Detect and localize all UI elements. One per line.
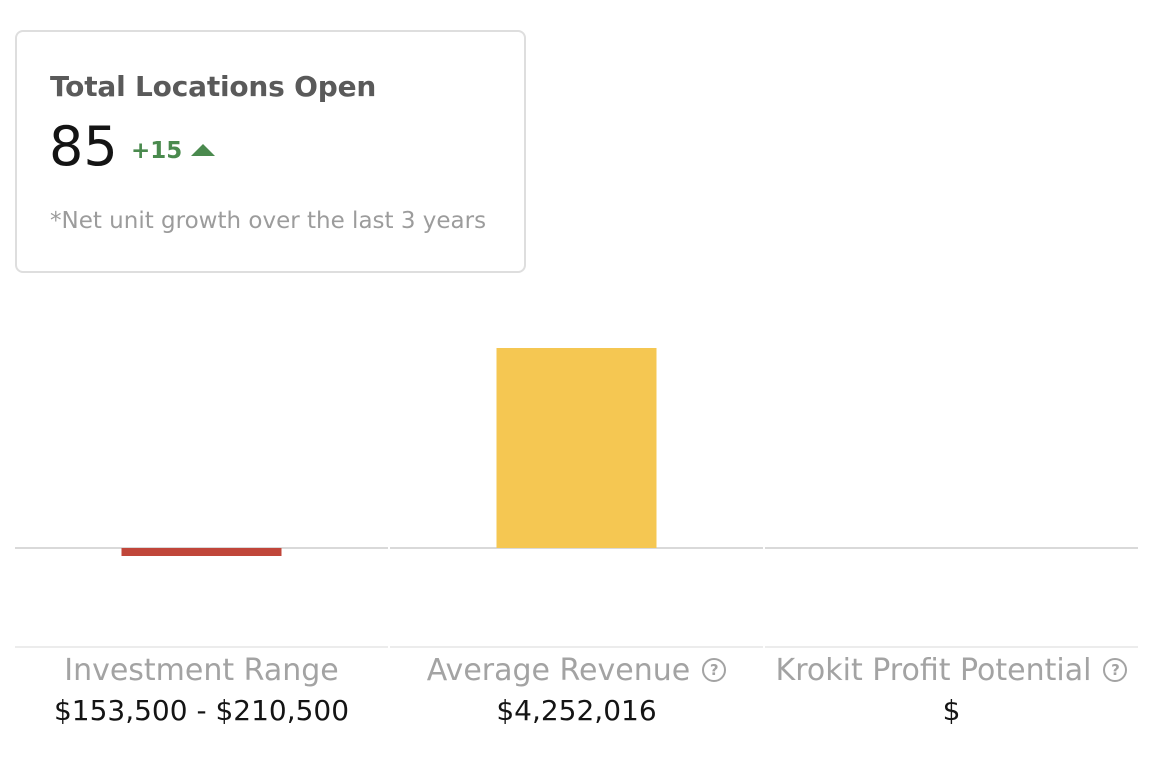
help-icon[interactable]: ? bbox=[1103, 658, 1128, 682]
card-title: Total Locations Open bbox=[50, 70, 377, 103]
chart-bar-investment-range bbox=[121, 548, 282, 556]
metric-value: $153,500 - $210,500 bbox=[53, 694, 350, 727]
growth-note: *Net unit growth over the last 3 years bbox=[50, 208, 487, 234]
growth-delta-value: +15 bbox=[131, 138, 183, 164]
chart-bar-average-revenue bbox=[496, 348, 657, 548]
metric-investment-range: Investment Range $153,500 - $210,500 bbox=[15, 648, 388, 728]
help-icon[interactable]: ? bbox=[702, 658, 727, 682]
growth-delta: +15 bbox=[131, 138, 216, 164]
metric-label: Average Revenue bbox=[426, 652, 691, 688]
metric-label: Investment Range bbox=[64, 652, 339, 688]
locations-count: 85 bbox=[49, 115, 118, 178]
locations-card: Total Locations Open 85 +15 *Net unit gr… bbox=[15, 30, 526, 273]
metric-value: $4,252,016 bbox=[496, 694, 657, 727]
metric-profit-potential: Krokit Profit Potential ? $ bbox=[765, 648, 1138, 727]
metric-label: Krokit Profit Potential bbox=[775, 652, 1092, 688]
metric-value: $ bbox=[942, 694, 961, 727]
arrow-up-icon bbox=[191, 144, 216, 156]
metric-average-revenue: Average Revenue ? $4,252,016 bbox=[390, 648, 763, 727]
